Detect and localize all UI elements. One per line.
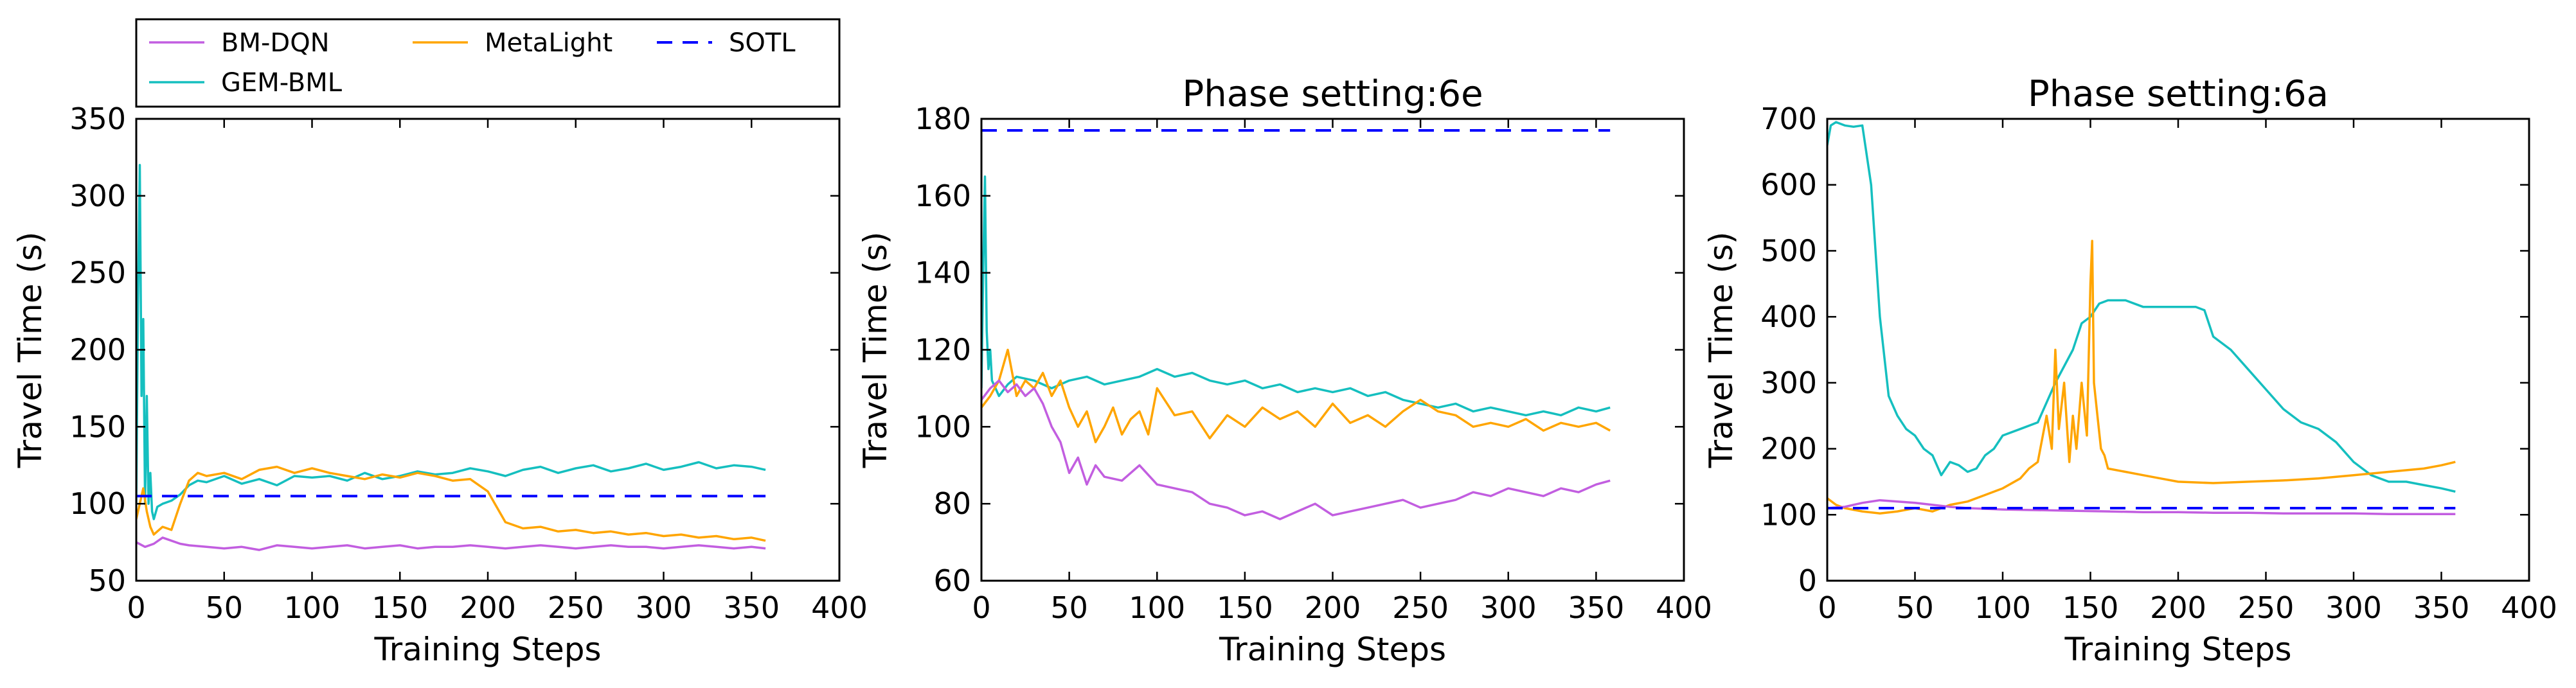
y-tick-label: 400 xyxy=(1760,299,1817,334)
x-tick-label: 0 xyxy=(972,590,990,625)
x-tick-label: 100 xyxy=(1129,590,1185,625)
y-tick-label: 100 xyxy=(915,409,971,444)
plot-area xyxy=(1827,119,2529,581)
legend-label-sotl: SOTL xyxy=(729,28,796,58)
series-line-gem_bml xyxy=(1827,121,2456,493)
series-group xyxy=(1827,121,2456,516)
plot-area xyxy=(136,119,839,581)
y-tick-label: 600 xyxy=(1760,168,1817,202)
chart-panel-2: 0 50 100 150 200 250 300 350 400 60 80 100 120 140 160… xyxy=(857,73,1712,668)
x-tick-label: 50 xyxy=(205,590,243,625)
x-tick-label: 350 xyxy=(723,590,780,625)
y-tick-label: 500 xyxy=(1760,233,1817,268)
x-tick-label: 400 xyxy=(1656,590,1712,625)
x-tick-label: 100 xyxy=(284,590,341,625)
series-line-bm_dqn xyxy=(136,536,766,551)
plot-area xyxy=(981,119,1684,581)
series-line-gem_bml xyxy=(136,164,766,520)
x-tick-label: 250 xyxy=(1392,590,1449,625)
x-tick-label: 0 xyxy=(127,590,145,625)
x-tick-label: 200 xyxy=(1305,590,1361,625)
y-tick-label: 700 xyxy=(1760,101,1817,136)
x-tick-label: 350 xyxy=(1568,590,1624,625)
y-tick-label: 350 xyxy=(69,101,126,136)
legend-label-gem_bml: GEM-BML xyxy=(221,68,343,98)
y-tick-label: 80 xyxy=(933,486,971,521)
series-line-metalight xyxy=(981,348,1611,444)
x-tick-label: 50 xyxy=(1896,590,1934,625)
y-tick-label: 100 xyxy=(69,486,126,521)
y-tick-label: 300 xyxy=(1760,366,1817,400)
x-tick-label: 0 xyxy=(1818,590,1836,625)
x-tick-label: 300 xyxy=(1480,590,1537,625)
series-line-bm_dqn xyxy=(981,379,1611,520)
x-tick-label: 350 xyxy=(2413,590,2470,625)
y-tick-label: 140 xyxy=(915,256,971,290)
x-tick-label: 150 xyxy=(2062,590,2119,625)
y-tick-label: 50 xyxy=(88,563,126,598)
chart-panel-1: 0 50 100 150 200 250 300 350 4005010015020025030… xyxy=(12,101,868,668)
series-group xyxy=(981,129,1611,520)
x-tick-label: 200 xyxy=(460,590,516,625)
y-tick-label: 100 xyxy=(1760,497,1817,532)
legend: BM-DQN GEM-BML MetaLight SOTL xyxy=(135,18,841,108)
x-axis-label: Training Steps xyxy=(1219,631,1446,668)
chart-title: Phase setting:6e xyxy=(1182,73,1483,115)
y-tick-label: 160 xyxy=(915,179,971,213)
x-tick-label: 150 xyxy=(371,590,428,625)
x-tick-label: 200 xyxy=(2150,590,2206,625)
y-axis-label: Travel Time (s) xyxy=(1703,232,1740,469)
x-tick-label: 250 xyxy=(2238,590,2294,625)
y-tick-label: 250 xyxy=(69,256,126,290)
legend-box xyxy=(135,18,841,108)
series-line-bm_dqn xyxy=(1827,498,2456,516)
x-tick-label: 50 xyxy=(1050,590,1088,625)
y-tick-label: 200 xyxy=(1760,432,1817,466)
series-group xyxy=(136,164,766,551)
series-line-gem_bml xyxy=(981,175,1611,417)
x-tick-label: 300 xyxy=(2325,590,2382,625)
x-axis-label: Training Steps xyxy=(373,631,601,668)
x-tick-label: 150 xyxy=(1217,590,1273,625)
legend-label-bm_dqn: BM-DQN xyxy=(221,28,330,58)
y-tick-label: 120 xyxy=(915,333,971,367)
y-tick-label: 0 xyxy=(1798,563,1817,598)
y-axis-label: Travel Time (s) xyxy=(12,232,49,469)
y-tick-label: 180 xyxy=(915,101,971,136)
y-axis-label: Travel Time (s) xyxy=(857,232,894,469)
x-tick-label: 400 xyxy=(2501,590,2557,625)
y-tick-label: 300 xyxy=(69,179,126,213)
x-axis-label: Training Steps xyxy=(2064,631,2291,668)
x-tick-label: 250 xyxy=(548,590,604,625)
y-tick-label: 60 xyxy=(933,563,971,598)
chart-title: Phase setting:6a xyxy=(2028,73,2329,115)
x-tick-label: 400 xyxy=(811,590,868,625)
legend-label-metalight: MetaLight xyxy=(485,28,613,58)
y-tick-label: 200 xyxy=(69,333,126,367)
x-tick-label: 300 xyxy=(636,590,692,625)
y-tick-label: 150 xyxy=(69,409,126,444)
chart-panel-3: 0 50 100 150 200 250 300 350 400 0 100 200 300 400 500… xyxy=(1703,73,2557,668)
series-line-metalight xyxy=(136,465,766,542)
x-tick-label: 100 xyxy=(1974,590,2031,625)
